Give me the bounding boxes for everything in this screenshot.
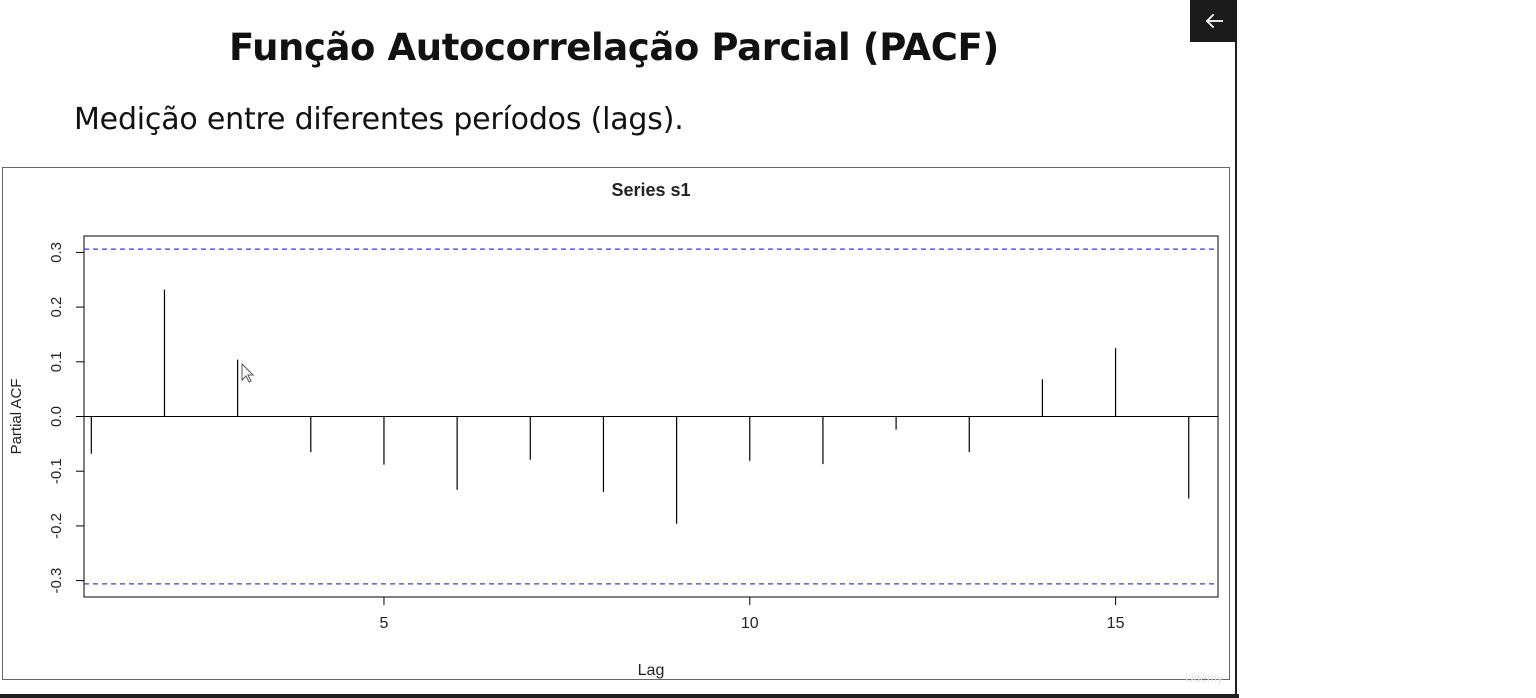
mouse-cursor-icon (241, 362, 255, 383)
y-tick-label-5: 0.2 (48, 297, 65, 318)
y-tick-label-0: -0.3 (48, 568, 65, 594)
y-tick-label-2: -0.1 (48, 458, 65, 484)
back-button[interactable] (1190, 0, 1237, 42)
bottom-bar (0, 694, 1239, 698)
arrow-left-icon (1205, 13, 1223, 29)
y-tick-label-4: 0.1 (48, 351, 65, 372)
x-tick-label-5: 5 (380, 615, 389, 632)
pacf-chart-svg: Series s1 5 10 15 -0.3 -0.2 -0.1 0.0 0.1 0.2 0.3 La… (8, 180, 1219, 679)
y-tick-label-3: 0.0 (48, 406, 65, 427)
slide: Função Autocorrelação Parcial (PACF) Med… (0, 0, 1237, 694)
x-axis-label: Lag (638, 662, 665, 679)
x-tick-label-10: 10 (741, 615, 759, 632)
watermark-text: Udemy (1185, 671, 1224, 685)
y-tick-label-6: 0.3 (48, 242, 65, 263)
pacf-chart: Series s1 5 10 15 -0.3 -0.2 -0.1 0.0 0.1 0.2 0.3 La… (2, 167, 1230, 685)
slide-subtitle: Medição entre diferentes períodos (lags)… (74, 102, 684, 137)
chart-title: Series s1 (611, 180, 690, 200)
x-tick-label-15: 15 (1107, 615, 1125, 632)
y-tick-label-1: -0.2 (48, 513, 65, 539)
slide-title: Função Autocorrelação Parcial (PACF) (229, 26, 999, 69)
y-axis-label: Partial ACF (8, 379, 25, 455)
